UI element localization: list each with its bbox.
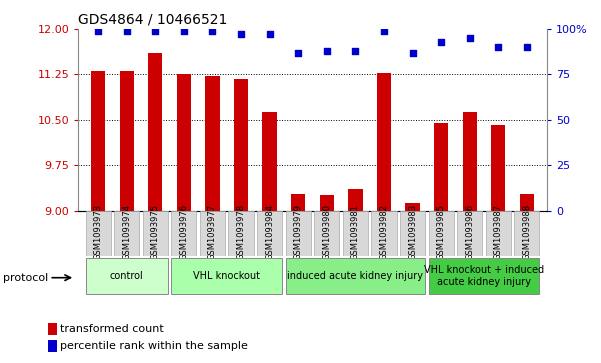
Text: GSM1093988: GSM1093988 [522,204,531,260]
Point [236,32,246,37]
Point [265,32,275,37]
Bar [291,193,305,211]
Bar [491,125,505,211]
Text: GSM1093985: GSM1093985 [437,204,446,260]
FancyBboxPatch shape [285,211,311,256]
Point [322,48,332,54]
FancyBboxPatch shape [285,257,425,294]
FancyBboxPatch shape [171,211,197,256]
FancyBboxPatch shape [371,211,397,256]
Bar [234,79,248,211]
Text: VHL knockout + induced
acute kidney injury: VHL knockout + induced acute kidney inju… [424,265,544,287]
Text: GSM1093979: GSM1093979 [294,204,303,260]
Bar [520,193,534,211]
Point [208,28,218,34]
Text: GSM1093986: GSM1093986 [465,204,474,260]
Point [179,28,189,34]
Point [493,44,503,50]
Text: GSM1093981: GSM1093981 [351,204,360,260]
FancyBboxPatch shape [171,257,282,294]
Bar [48,340,57,352]
Point [93,28,103,34]
FancyBboxPatch shape [142,211,168,256]
Bar [377,73,391,211]
FancyBboxPatch shape [429,211,454,256]
FancyBboxPatch shape [514,211,540,256]
Bar [48,323,57,335]
Point [436,39,446,45]
Point [150,28,160,34]
Point [350,48,360,54]
Text: GSM1093978: GSM1093978 [237,204,246,260]
Text: GSM1093975: GSM1093975 [151,204,160,260]
FancyBboxPatch shape [114,211,139,256]
Bar [206,76,219,211]
Text: VHL knockout: VHL knockout [194,271,260,281]
Text: GSM1093977: GSM1093977 [208,204,217,260]
FancyBboxPatch shape [343,211,368,256]
Text: control: control [110,271,144,281]
Bar [120,72,134,211]
Text: GSM1093980: GSM1093980 [322,204,331,260]
Bar [177,74,191,211]
FancyBboxPatch shape [200,211,225,256]
Text: GSM1093974: GSM1093974 [122,204,131,260]
Text: percentile rank within the sample: percentile rank within the sample [60,341,248,351]
Text: transformed count: transformed count [60,324,164,334]
Text: GSM1093987: GSM1093987 [494,204,503,260]
FancyBboxPatch shape [400,211,425,256]
Point [522,44,532,50]
Bar [463,112,477,211]
Point [122,28,132,34]
FancyBboxPatch shape [314,211,340,256]
FancyBboxPatch shape [85,211,111,256]
Point [407,50,417,56]
Point [293,50,303,56]
Bar [320,195,334,211]
Text: protocol: protocol [3,273,48,283]
Bar [434,123,448,211]
FancyBboxPatch shape [228,211,254,256]
Text: GSM1093973: GSM1093973 [94,204,103,260]
Text: GSM1093982: GSM1093982 [379,204,388,260]
FancyBboxPatch shape [486,211,511,256]
FancyBboxPatch shape [85,257,168,294]
Text: GSM1093984: GSM1093984 [265,204,274,260]
Point [379,28,389,34]
FancyBboxPatch shape [257,211,282,256]
Bar [91,72,105,211]
FancyBboxPatch shape [457,211,483,256]
Point [465,35,475,41]
Text: GSM1093983: GSM1093983 [408,204,417,260]
Bar [406,203,419,211]
Text: induced acute kidney injury: induced acute kidney injury [287,271,423,281]
Text: GSM1093976: GSM1093976 [179,204,188,260]
Bar [148,53,162,211]
Bar [348,189,362,211]
Text: GDS4864 / 10466521: GDS4864 / 10466521 [78,12,228,26]
Bar [263,112,277,211]
FancyBboxPatch shape [429,257,540,294]
